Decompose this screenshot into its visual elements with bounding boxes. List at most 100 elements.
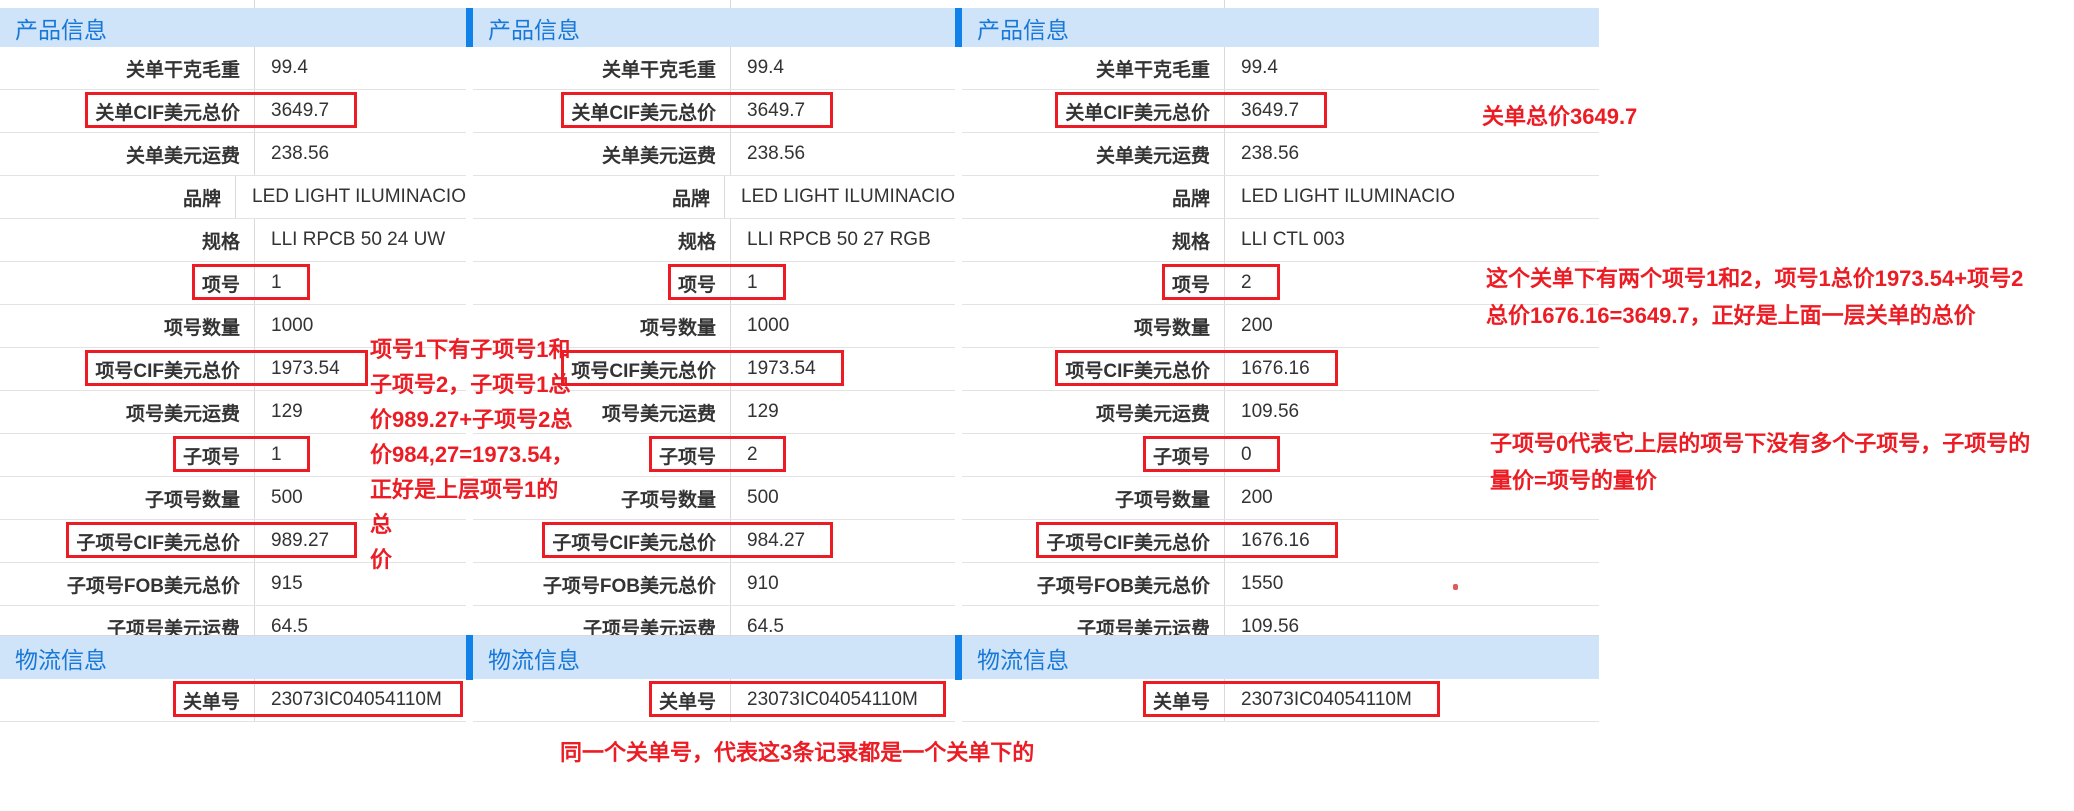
field-label: 子项号美元运费 [962,606,1225,648]
field-value: 3649.7 [747,100,806,121]
field-value: 915 [271,573,303,594]
stray-red-dot [1453,584,1458,590]
field-label: 子项号美元运费 [473,606,731,648]
field-row: 项号 1 [0,262,466,305]
annotation-order-total: 关单总价3649.7 [1482,104,1638,129]
field-value: 1 [271,272,282,293]
panel-divider-bar [955,8,962,47]
field-value: 1973.54 [747,358,816,379]
field-value: 129 [271,401,303,422]
field-label: 项号数量 [962,305,1225,347]
field-row: 子项号CIF美元总价 984.27 [473,520,955,563]
field-row: 子项号FOB美元总价 1550 [962,563,1599,606]
field-label: 子项号CIF美元总价 [0,520,255,562]
field-row: 规格 LLI RPCB 50 27 RGB [473,219,955,262]
field-row: 项号 1 [473,262,955,305]
field-row: 子项号FOB美元总价 910 [473,563,955,606]
field-row: 子项号数量 200 [962,477,1599,520]
field-value: 3649.7 [271,100,330,121]
field-label: 品牌 [473,176,726,218]
section-title: 物流信息 [15,646,107,673]
field-value: 0 [1241,444,1252,465]
field-row: 子项号CIF美元总价 1676.16 [962,520,1599,563]
field-label: 项号美元运费 [0,391,255,433]
field-value: 238.56 [1241,143,1300,164]
field-value: 1000 [271,315,314,336]
field-value: 238.56 [271,143,330,164]
field-value: LED LIGHT ILUMINACIO [741,186,955,207]
field-row: 项号美元运费 109.56 [962,391,1599,434]
annotation-item-sum: 这个关单下有两个项号1和2，项号1总价1973.54+项号2 总价1676.16… [1486,266,2024,328]
product-section-header: 产品信息 [473,8,955,47]
field-label: 子项号FOB美元总价 [473,563,731,605]
field-value: 23073IC04054110M [271,689,442,710]
field-label: 品牌 [0,176,237,218]
field-value: 989.27 [271,530,330,551]
field-row: 项号数量 1000 [0,305,466,348]
field-label: 项号美元运费 [473,391,731,433]
field-label: 子项号CIF美元总价 [473,520,731,562]
product-section-header: 产品信息 [962,8,1599,47]
field-label: 项号美元运费 [962,391,1225,433]
field-label: 关单号 [962,679,1225,721]
field-label: 项号CIF美元总价 [962,348,1225,390]
field-value: 200 [1241,487,1273,508]
field-value: 1000 [747,315,790,336]
section-title: 物流信息 [977,646,1069,673]
field-value: 99.4 [1241,57,1278,78]
field-label: 项号CIF美元总价 [473,348,731,390]
field-value: 2 [747,444,758,465]
field-value: 3649.7 [1241,100,1300,121]
field-label: 项号数量 [0,305,255,347]
field-label: 规格 [473,219,731,261]
panel-divider-bar [466,635,473,680]
field-row: 规格 LLI CTL 003 [962,219,1599,262]
column-divider-line [254,0,255,8]
field-value: 200 [1241,315,1273,336]
field-label: 子项号数量 [0,477,255,519]
top-strip [962,0,1599,8]
field-row: 品牌 LED LIGHT ILUMINACIO [962,176,1599,219]
panel-divider-bar [466,8,473,47]
field-row: 项号美元运费 129 [0,391,466,434]
field-row: 规格 LLI RPCB 50 24 UW [0,219,466,262]
annotation-subitem-sum: 项号1下有子项号1和 子项号2，子项号1总 价989.27+子项号2总 价984… [370,337,574,572]
field-value: LLI RPCB 50 24 UW [271,229,446,250]
logistics-section-header: 物流信息 [962,635,1599,679]
field-label: 子项号美元运费 [0,606,255,648]
field-row: 子项号FOB美元总价 915 [0,563,466,606]
field-label: 项号 [962,262,1225,304]
logistics-fields: 关单号 23073IC04054110M [473,679,955,722]
field-label: 子项号FOB美元总价 [962,563,1225,605]
field-label: 子项号 [0,434,255,476]
field-value: 1550 [1241,573,1284,594]
field-value: 64.5 [271,616,308,637]
product-section-header: 产品信息 [0,8,466,47]
field-label: 关单美元运费 [473,133,731,175]
logistics-section-header: 物流信息 [473,635,955,679]
field-row: 关单美元运费 238.56 [962,133,1599,176]
section-title: 产品信息 [977,16,1069,43]
field-value: 238.56 [747,143,806,164]
field-label: 关单CIF美元总价 [473,90,731,132]
field-row: 品牌 LED LIGHT ILUMINACIO [473,176,955,219]
field-row: 品牌 LED LIGHT ILUMINACIO [0,176,466,219]
field-label: 品牌 [962,176,1225,218]
field-value: LLI RPCB 50 27 RGB [747,229,931,250]
field-label: 规格 [962,219,1225,261]
field-row: 关单CIF美元总价 3649.7 [0,90,466,133]
field-value: 1676.16 [1241,530,1310,551]
annotation-subitem-zero: 子项号0代表它上层的项号下没有多个子项号，子项号的 量价=项号的量价 [1490,431,2031,493]
annotation-same-order: 同一个关单号，代表这3条记录都是一个关单下的 [560,740,1035,765]
field-label: 关单号 [473,679,731,721]
field-value: 1 [747,272,758,293]
field-label: 关单干克毛重 [962,47,1225,89]
record-panel-1: 产品信息 关单干克毛重 99.4 关单CIF美元总价 3649.7 关单美元运费 238.… [0,0,466,811]
product-fields: 关单干克毛重 99.4 关单CIF美元总价 3649.7 关单美元运费 238.56 品牌 L… [962,47,1599,649]
section-title: 产品信息 [488,16,580,43]
field-row: 关单号 23073IC04054110M [473,679,955,722]
field-value: 2 [1241,272,1252,293]
field-value: 1676.16 [1241,358,1310,379]
field-row: 子项号数量 500 [0,477,466,520]
